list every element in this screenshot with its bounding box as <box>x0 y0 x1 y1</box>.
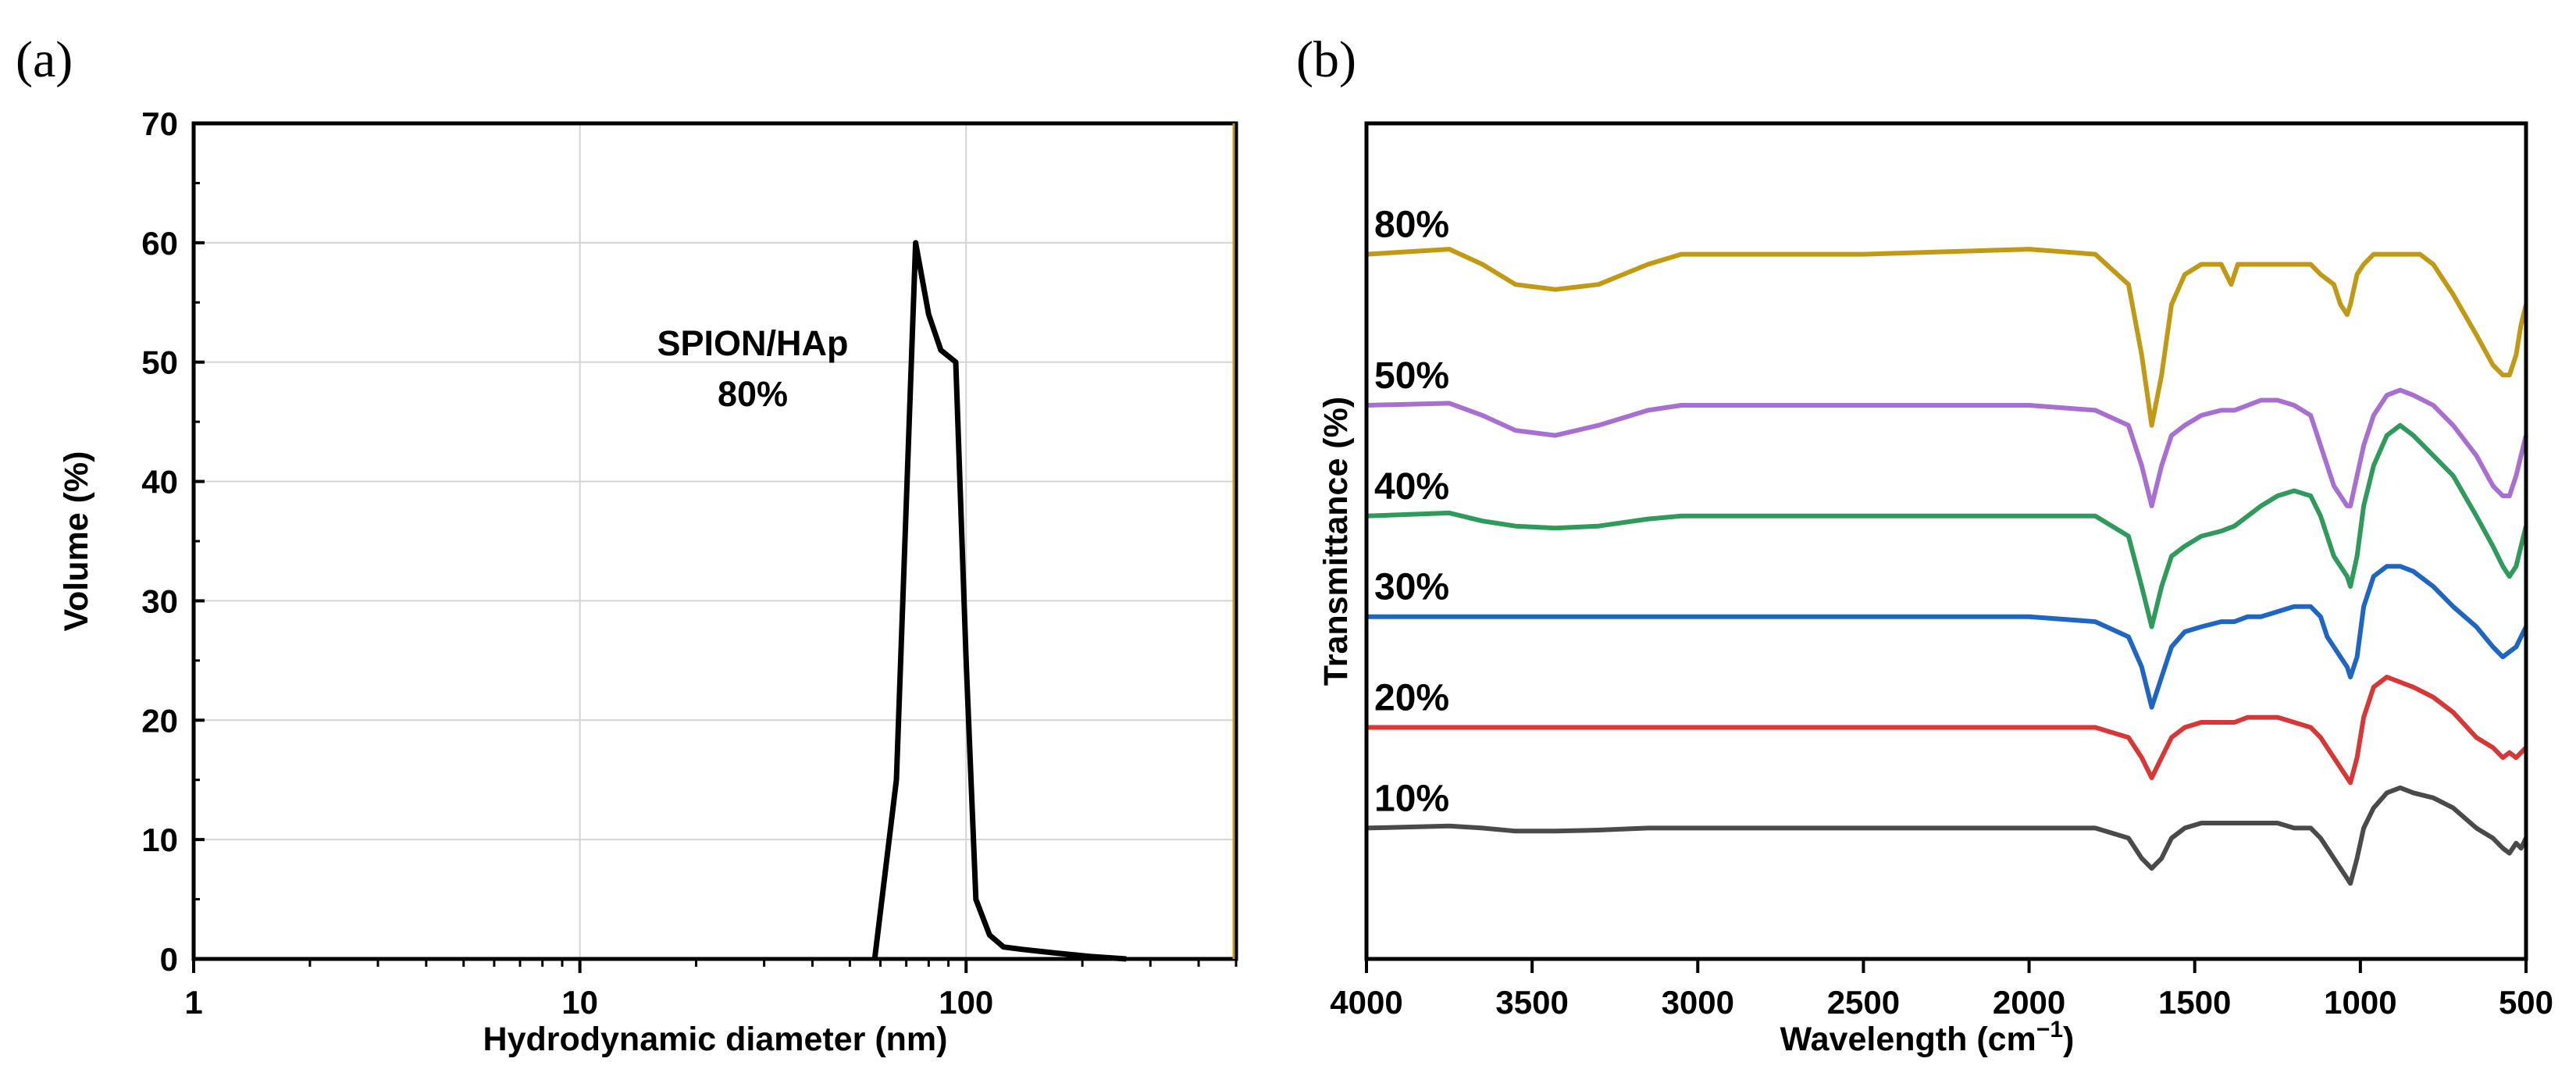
a-ytick-label-20: 20 <box>141 702 178 739</box>
panel-b-series <box>1366 247 2528 886</box>
b-xtick-label-3000: 3000 <box>1662 984 1734 1021</box>
a-ytick-label-10: 10 <box>141 821 178 858</box>
panel-a-annotation-line2: 80% <box>718 374 788 414</box>
b-xtick-label-3500: 3500 <box>1495 984 1568 1021</box>
panel-a-xlabel: Hydrodynamic diameter (nm) <box>483 1021 948 1058</box>
panel-b-ylabel: Transmittance (%) <box>1317 397 1355 686</box>
panel-a-ylabel: Volume (%) <box>58 451 95 632</box>
b-series-label-30%: 30% <box>1374 567 1449 608</box>
panel-b-ticks: 4000 3500 3000 2500 2000 1500 1000 500 <box>1330 959 2553 1021</box>
a-series-line-0 <box>871 240 1127 962</box>
b-series-line-10% <box>1366 785 2528 886</box>
b-xtick-label-2500: 2500 <box>1827 984 1900 1021</box>
panel-a-frame <box>191 121 1238 961</box>
a-xtick-label-10: 10 <box>561 984 598 1021</box>
panel-b-series-labels: 80% 50% 40% 30% 20% 10% <box>1374 205 1449 820</box>
b-series-line-30% <box>1366 564 2528 710</box>
b-xtick-label-500: 500 <box>2499 984 2553 1021</box>
b-xtick-label-4000: 4000 <box>1330 984 1402 1021</box>
panel-b-xlabel-main: Wavelength (cm <box>1780 1021 2036 1058</box>
panel-b-frame <box>1364 121 2528 961</box>
a-ytick-label-40: 40 <box>141 464 178 501</box>
panel-b-xlabel: Wavelength (cm−1) <box>1780 1017 2075 1058</box>
a-ytick-label-60: 60 <box>141 225 178 262</box>
a-ytick-label-0: 0 <box>160 941 178 978</box>
b-series-label-40%: 40% <box>1374 466 1449 508</box>
panel-b-xlabel-end: ) <box>2063 1021 2074 1058</box>
panel-b-label: (b) <box>1296 31 1356 88</box>
b-xtick-label-1000: 1000 <box>2324 984 2396 1021</box>
b-series-label-50%: 50% <box>1374 355 1449 397</box>
panel-a-ticks: 0 10 20 30 40 50 60 70 1 10 100 <box>141 105 1238 1021</box>
a-ytick-label-70: 70 <box>141 105 178 142</box>
b-series-label-20%: 20% <box>1374 677 1449 718</box>
b-series-line-50% <box>1366 387 2528 508</box>
panel-a-annotation-line1: SPION/HAp <box>657 323 848 363</box>
b-series-line-40% <box>1366 422 2528 629</box>
panel-b-xlabel-sup: −1 <box>2036 1017 2063 1042</box>
b-xtick-label-1500: 1500 <box>2158 984 2231 1021</box>
panel-a-series <box>871 240 1127 962</box>
a-ytick-label-30: 30 <box>141 583 178 619</box>
a-xtick-label-1: 1 <box>184 984 202 1021</box>
b-xtick-label-2000: 2000 <box>1993 984 2065 1021</box>
b-series-label-80%: 80% <box>1374 205 1449 246</box>
b-series-label-10%: 10% <box>1374 778 1449 819</box>
b-series-line-80% <box>1366 247 2528 428</box>
panel-a-grid <box>194 123 1236 959</box>
panel-a-label: (a) <box>16 31 73 88</box>
b-series-line-20% <box>1366 675 2528 786</box>
a-ytick-label-50: 50 <box>141 344 178 381</box>
a-xtick-label-100: 100 <box>939 984 993 1021</box>
panel-b: (b) 4000 3500 3000 2500 2000 1500 1000 500 80% 5… <box>1296 31 2553 1058</box>
